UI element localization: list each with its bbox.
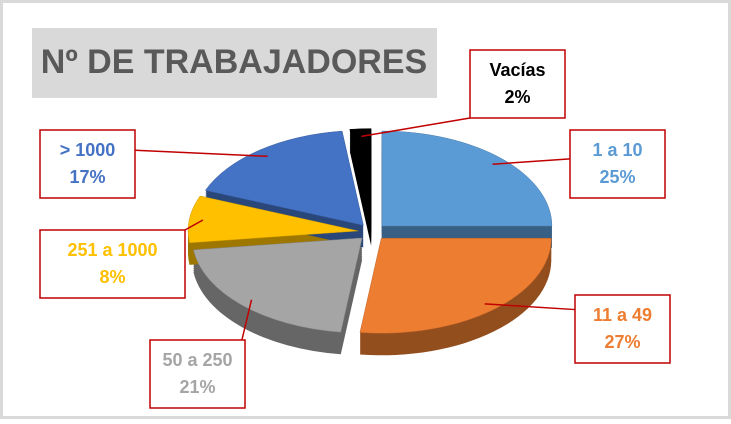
- value-label: 2%: [504, 87, 530, 107]
- leader-line: [241, 299, 253, 341]
- slice: [349, 128, 372, 224]
- category-label: > 1000: [60, 140, 116, 160]
- category-label: Vacías: [489, 60, 545, 80]
- label-box: [569, 129, 666, 199]
- leader-line: [134, 149, 268, 158]
- label-box: [574, 294, 671, 364]
- category-label: 251 a 1000: [67, 240, 157, 260]
- label-box: [469, 49, 566, 119]
- title-box: [32, 28, 437, 98]
- value-label: 21%: [179, 377, 215, 397]
- leader-line: [184, 219, 204, 231]
- category-label: 1 a 10: [592, 140, 642, 160]
- slice: [381, 130, 553, 227]
- value-label: 17%: [69, 167, 105, 187]
- label-box: [39, 129, 136, 199]
- leader-line: [361, 117, 471, 138]
- leader-line: [484, 303, 576, 311]
- category-label: 11 a 49: [593, 305, 652, 325]
- value-label: 27%: [604, 332, 640, 352]
- slice: [359, 238, 552, 334]
- label-box: [149, 339, 246, 409]
- label-box: [39, 229, 186, 299]
- value-label: 8%: [99, 267, 125, 287]
- chart-title: Nº DE TRABAJADORES: [41, 43, 427, 81]
- value-label: 25%: [599, 167, 635, 187]
- slice: [204, 130, 364, 226]
- category-label: 50 a 250: [162, 350, 232, 370]
- slice: [193, 237, 363, 333]
- slice: [187, 195, 359, 244]
- leader-line: [492, 158, 571, 166]
